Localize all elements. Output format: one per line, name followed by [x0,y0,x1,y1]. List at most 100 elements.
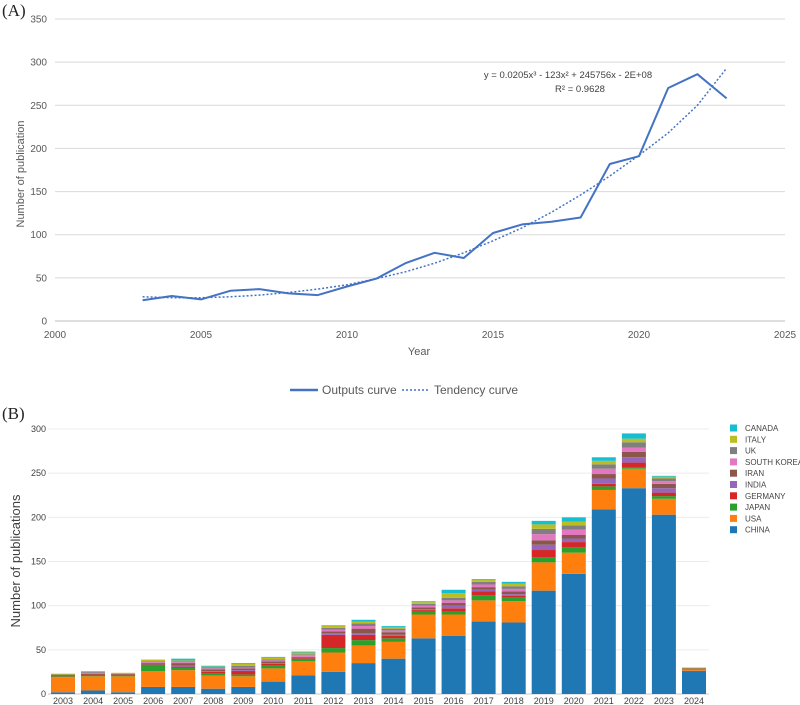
bar-segment-iran [621,451,646,458]
x-tick-label: 2016 [444,696,464,705]
bar-segment-usa [651,498,676,515]
bar-segment-india [261,663,286,664]
bar-segment-uk [441,597,466,601]
panel-b-stacked-bar-chart: (B) 0 50 100 150 200 250 300 Number of publica… [2,404,800,705]
bar-segment-germany [471,591,496,596]
bar-segment-china [561,573,586,694]
bar-segment-germany [231,671,256,675]
legend-outputs-label: Outputs curve [322,383,397,397]
bar-segment-uk [651,478,676,482]
bar-segment-germany [351,634,376,641]
bar-segment-china [411,638,436,694]
bar-segment-japan [531,557,556,563]
x-tick-label: 2010 [263,696,283,705]
x-tick-label: 2008 [203,696,223,705]
bar-segment-iran [201,669,226,672]
bar-segment-germany [321,634,346,649]
x-tick-label: 2021 [594,696,614,705]
bar-segment-india [201,671,226,672]
bar-segment-italy [682,667,706,669]
bar-segment-japan [591,486,616,490]
x-tick-label: 2017 [474,696,494,705]
bar-segment-china [621,488,646,694]
bar-segment-italy [321,625,346,628]
bar-segment-uk [621,442,646,448]
bar-segment-south-korea [471,584,496,588]
bar-segment-uk [381,628,406,631]
x-tick-label: 2013 [353,696,373,705]
bar-segment-india [351,633,376,635]
bar-segment-usa [471,600,496,622]
bar-segment-japan [471,595,496,601]
bar-segment-japan [501,597,526,602]
legend-swatch [730,492,737,500]
y-tick-label: 50 [36,645,46,655]
y-tick-label: 0 [41,317,47,328]
y-tick-label: 350 [30,15,47,26]
bar-segment-usa [141,671,166,687]
bar-segment-uk [561,525,586,530]
bar-segment-south-korea [291,655,316,657]
trendline-equation: y = 0.0205x³ - 123x² + 245756x - 2E+08 [484,70,652,81]
bar-segment-china [531,590,556,694]
tendency-curve-line [142,67,728,299]
bar-segment-canada [411,601,436,603]
bar-segment-iran [501,591,526,595]
bar-segment-japan [351,640,376,646]
bar-segment-usa [531,562,556,591]
bar-segment-germany [651,492,676,497]
bar-segment-germany [381,635,406,639]
x-tick-label: 2004 [83,696,103,705]
bar-segment-italy [111,672,136,674]
bar-segment-south-korea [381,630,406,633]
bar-segment-south-korea [411,605,436,608]
bar-segment-japan [441,611,466,615]
legend-label: UK [745,447,757,456]
legend-swatch [730,481,737,488]
bar-segment-india [651,488,676,493]
x-tick-label: 2020 [564,696,584,705]
bar-segment-germany [501,595,526,598]
panel-b-legend: CANADA ITALY UK SOUTH KOREA IRAN INDIA GERMANY… [730,424,800,535]
bar-segment-italy [231,663,256,666]
bar-segment-iran [381,632,406,635]
bar-segment-china [141,686,166,694]
trendline-r-squared: R² = 0.9628 [555,84,605,95]
bar-segment-italy [351,621,376,624]
bar-segment-uk [201,667,226,669]
bar-segment-germany [531,550,556,558]
legend-swatch [730,469,737,477]
bar-segment-germany [591,483,616,487]
bar-segment-japan [51,676,75,678]
bar-segment-japan [141,665,166,672]
bar-segment-italy [51,673,75,675]
bar-segment-india [531,544,556,551]
bar-segment-germany [411,610,436,612]
bar-segment-china [682,671,706,694]
bar-segment-uk [471,581,496,585]
bar-segment-usa [321,652,346,672]
outputs-curve-line [142,73,728,302]
bar-segment-uk [531,528,556,535]
bar-segment-uk [171,661,196,663]
bar-segment-japan [171,667,196,671]
panel-a-gridlines [55,18,785,322]
legend-label: CHINA [745,526,771,535]
bar-segment-iran [471,587,496,590]
bar-segment-india [561,538,586,543]
y-tick-label: 50 [36,273,48,284]
bar-segment-india [171,665,196,667]
panel-b-y-axis-title: Number of publications [8,494,23,627]
bar-segment-india [441,605,466,609]
bar-segment-canada [501,581,526,584]
legend-label: USA [745,514,762,523]
x-tick-label: 2023 [654,696,674,705]
x-tick-label: 2015 [414,696,434,705]
bar-segment-south-korea [561,529,586,535]
y-tick-label: 150 [30,187,47,198]
bar-segment-iran [261,661,286,664]
bar-segment-china [321,671,346,694]
bar-segment-uk [141,661,166,663]
